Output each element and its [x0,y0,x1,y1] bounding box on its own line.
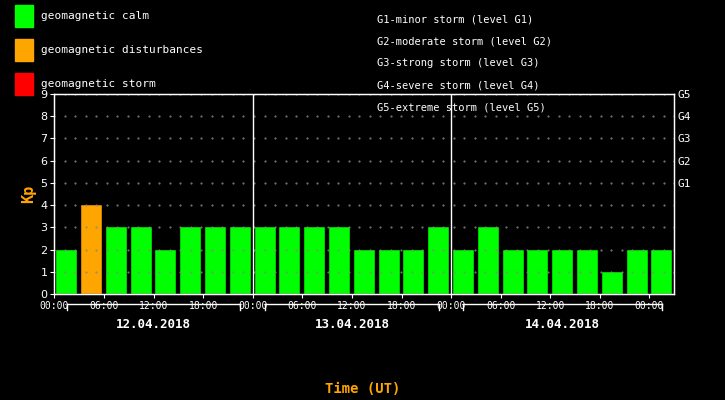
Text: G1-minor storm (level G1): G1-minor storm (level G1) [377,14,534,24]
Text: G2-moderate storm (level G2): G2-moderate storm (level G2) [377,36,552,46]
Bar [403,250,424,294]
Bar [304,227,326,294]
Bar [81,205,102,294]
Bar [279,227,300,294]
Bar [626,250,647,294]
Y-axis label: Kp: Kp [21,185,36,203]
Bar [329,227,350,294]
Text: geomagnetic disturbances: geomagnetic disturbances [41,45,203,55]
Bar [378,250,399,294]
Bar [181,227,202,294]
Text: geomagnetic storm: geomagnetic storm [41,79,156,89]
Bar [527,250,548,294]
Text: G5-extreme storm (level G5): G5-extreme storm (level G5) [377,102,546,112]
Text: 12.04.2018: 12.04.2018 [116,318,191,331]
Bar [155,250,176,294]
Bar [478,227,499,294]
Text: G4-severe storm (level G4): G4-severe storm (level G4) [377,80,539,90]
Bar [230,227,251,294]
Text: 14.04.2018: 14.04.2018 [525,318,600,331]
Bar [205,227,226,294]
Bar [651,250,672,294]
Bar [552,250,573,294]
Text: G3-strong storm (level G3): G3-strong storm (level G3) [377,58,539,68]
Bar [453,250,474,294]
Text: geomagnetic calm: geomagnetic calm [41,11,149,21]
Bar [428,227,450,294]
Text: 13.04.2018: 13.04.2018 [315,318,389,331]
Bar [502,250,523,294]
Bar [254,227,276,294]
Bar [354,250,375,294]
Bar [577,250,598,294]
Text: Time (UT): Time (UT) [325,382,400,396]
Bar [130,227,152,294]
Bar [106,227,127,294]
Bar [602,272,623,294]
Bar [57,250,78,294]
